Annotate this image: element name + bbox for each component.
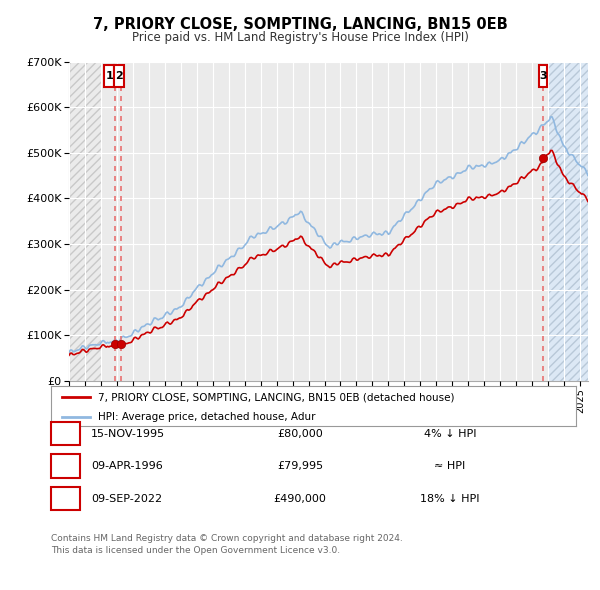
Text: 09-SEP-2022: 09-SEP-2022 bbox=[91, 494, 163, 503]
Text: 15-NOV-1995: 15-NOV-1995 bbox=[91, 429, 166, 438]
Text: Price paid vs. HM Land Registry's House Price Index (HPI): Price paid vs. HM Land Registry's House … bbox=[131, 31, 469, 44]
Text: £490,000: £490,000 bbox=[274, 494, 326, 503]
FancyBboxPatch shape bbox=[104, 65, 114, 87]
Text: 7, PRIORY CLOSE, SOMPTING, LANCING, BN15 0EB (detached house): 7, PRIORY CLOSE, SOMPTING, LANCING, BN15… bbox=[98, 392, 455, 402]
Text: 4% ↓ HPI: 4% ↓ HPI bbox=[424, 429, 476, 438]
Bar bbox=[548, 62, 588, 381]
Text: 7, PRIORY CLOSE, SOMPTING, LANCING, BN15 0EB: 7, PRIORY CLOSE, SOMPTING, LANCING, BN15… bbox=[92, 17, 508, 31]
Text: ≈ HPI: ≈ HPI bbox=[434, 461, 466, 471]
Text: HPI: Average price, detached house, Adur: HPI: Average price, detached house, Adur bbox=[98, 412, 316, 422]
Text: 18% ↓ HPI: 18% ↓ HPI bbox=[420, 494, 480, 503]
Text: 1: 1 bbox=[61, 427, 70, 440]
Bar bbox=[69, 62, 101, 381]
FancyBboxPatch shape bbox=[539, 65, 547, 87]
Text: £79,995: £79,995 bbox=[277, 461, 323, 471]
Text: 2: 2 bbox=[115, 71, 123, 81]
FancyBboxPatch shape bbox=[115, 65, 124, 87]
Text: Contains HM Land Registry data © Crown copyright and database right 2024.
This d: Contains HM Land Registry data © Crown c… bbox=[51, 534, 403, 555]
Text: £80,000: £80,000 bbox=[277, 429, 323, 438]
Text: 2: 2 bbox=[61, 460, 70, 473]
Bar bbox=[69, 62, 101, 381]
Text: 3: 3 bbox=[61, 492, 70, 505]
Bar bbox=[548, 62, 588, 381]
Text: 3: 3 bbox=[539, 71, 547, 81]
Text: 09-APR-1996: 09-APR-1996 bbox=[91, 461, 163, 471]
Text: 1: 1 bbox=[105, 71, 113, 81]
